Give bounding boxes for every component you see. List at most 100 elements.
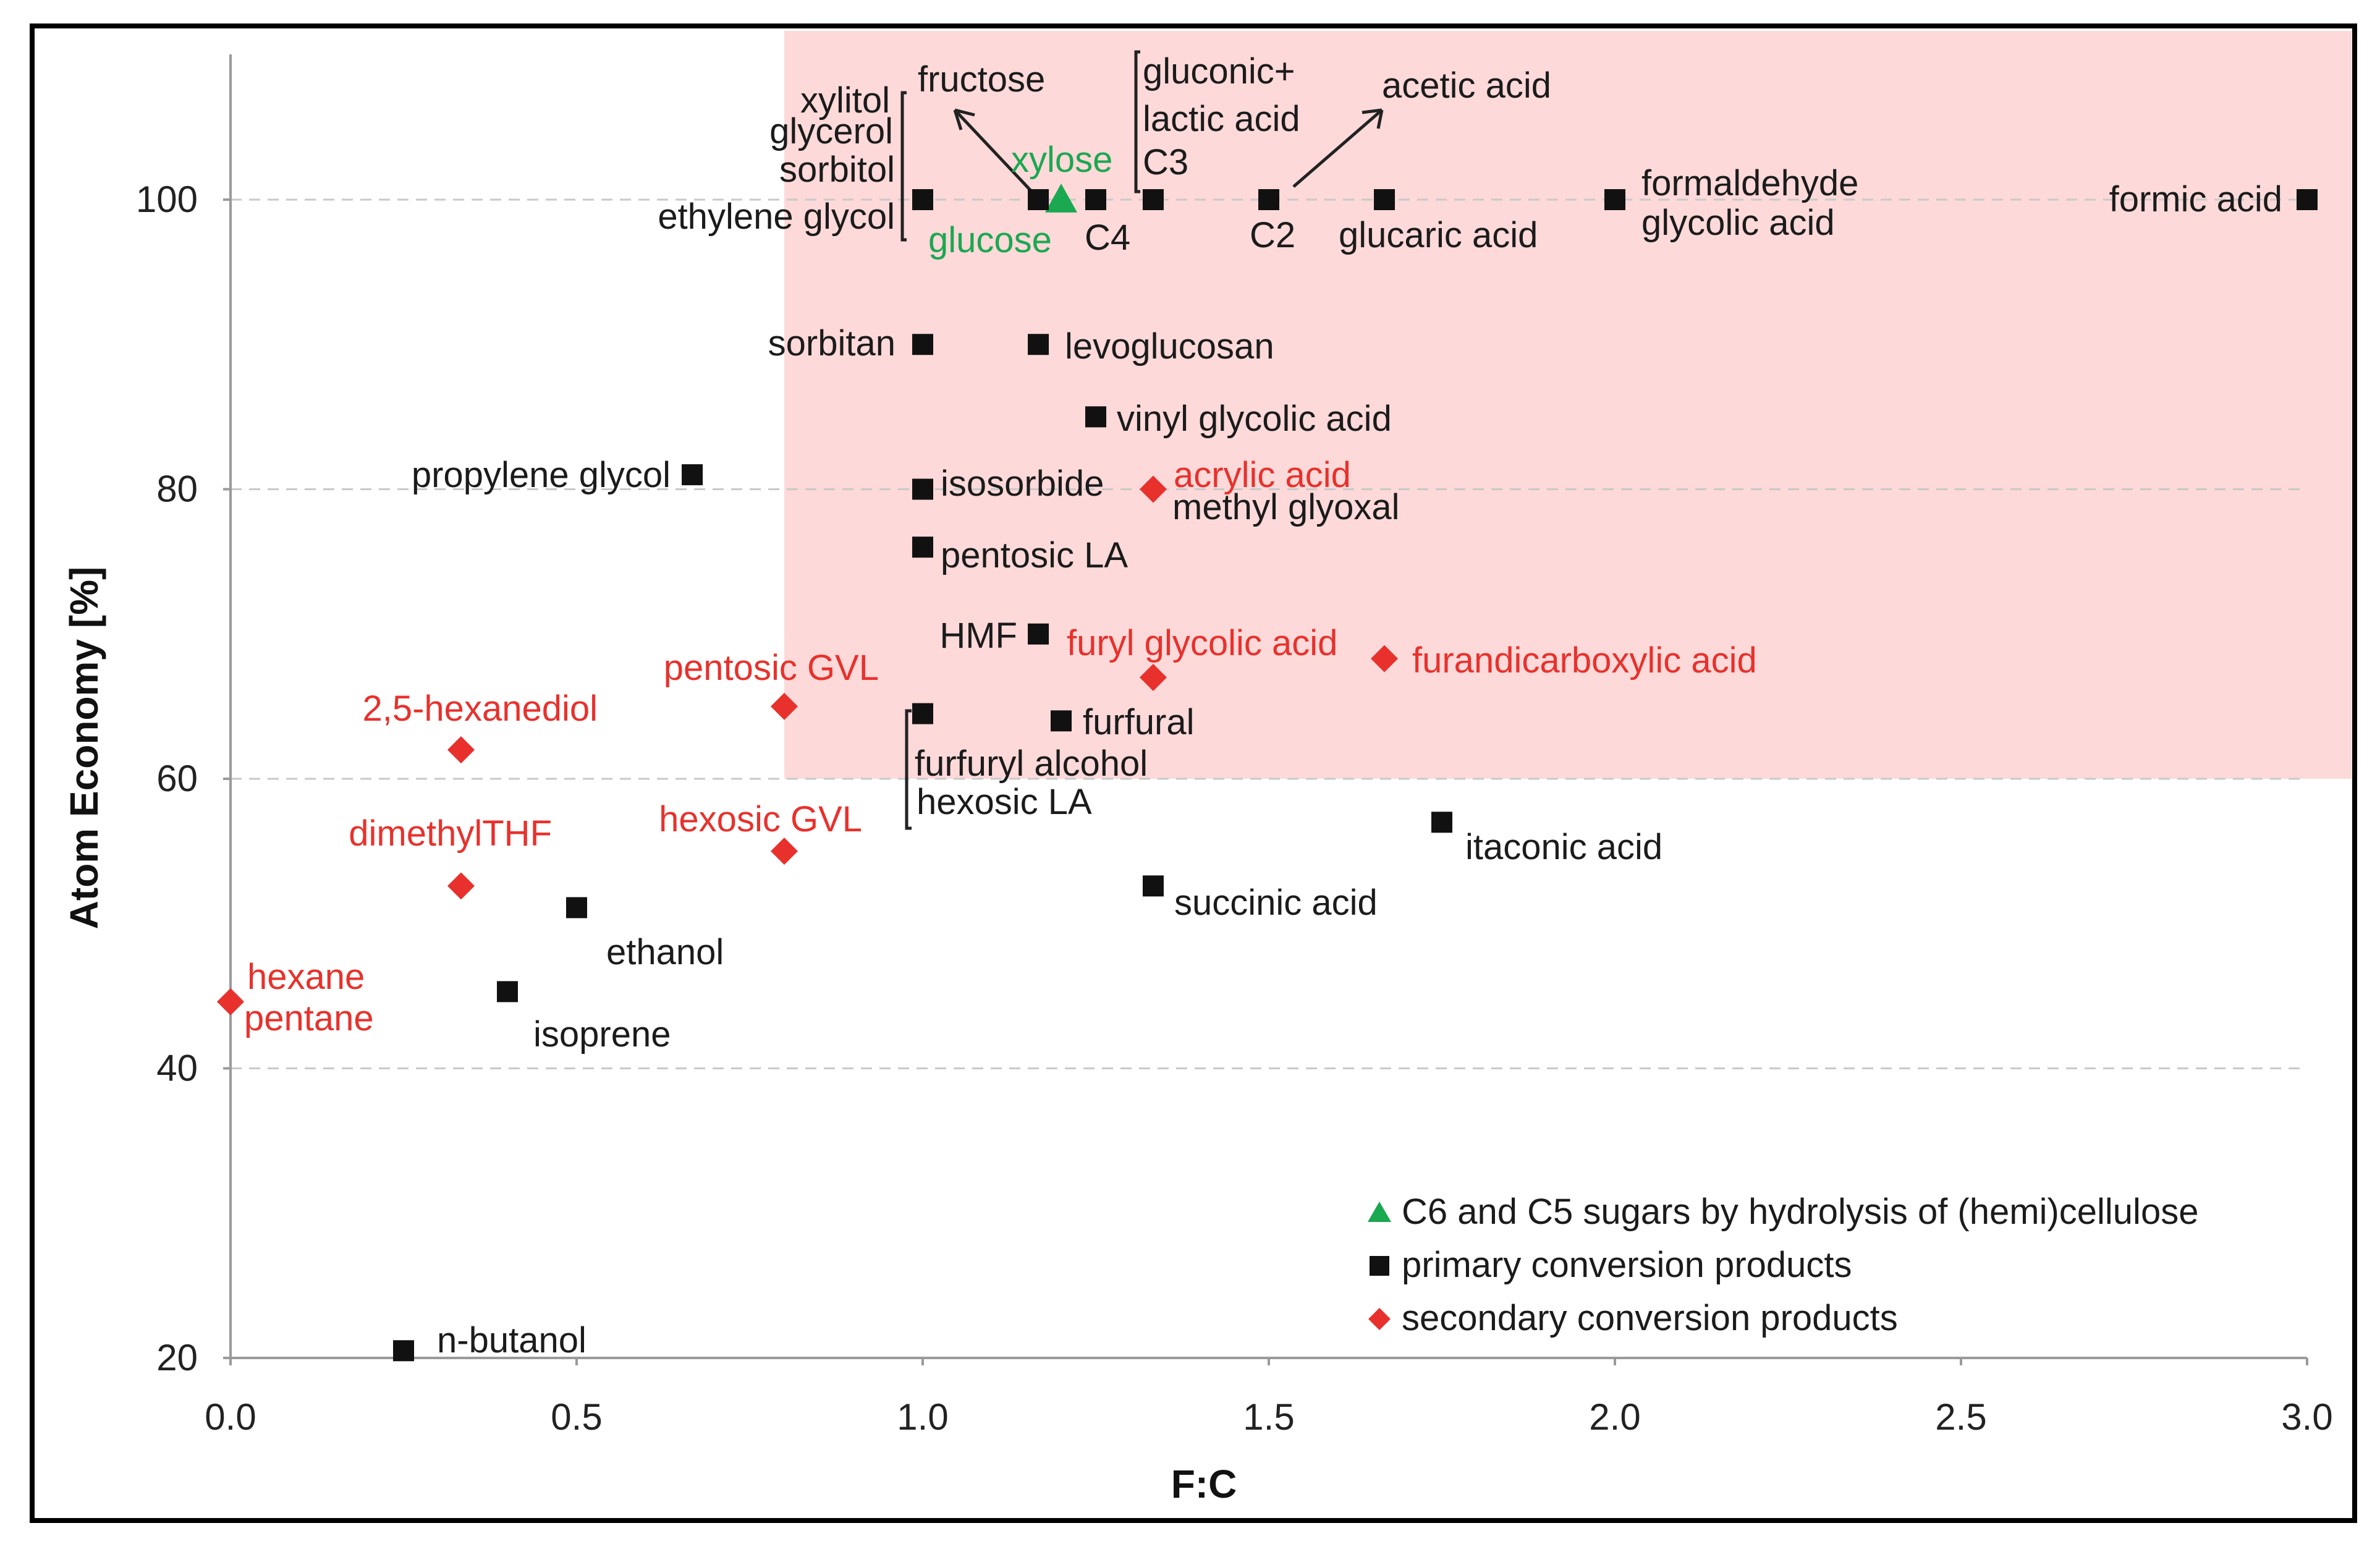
- label-propylene-glycol: propylene glycol: [412, 455, 671, 495]
- legend-entry-triangle: C6 and C5 sugars by hydrolysis of (hemi)…: [1402, 1192, 2198, 1232]
- x-axis-title: F:C: [1171, 1462, 1237, 1506]
- x-tick-label: 2.0: [1589, 1396, 1640, 1438]
- x-tick-label: 3.0: [2281, 1396, 2332, 1438]
- connector-line: [1362, 108, 1384, 129]
- x-tick-label: 0.0: [205, 1396, 256, 1438]
- label-methyl-glyoxal: methyl glyoxal: [1172, 487, 1399, 527]
- secondary-product-point: [1371, 645, 1399, 672]
- label-c2: C2: [1250, 215, 1295, 255]
- legend-marker-primary: [1370, 1256, 1389, 1276]
- primary-product-point: [1028, 623, 1049, 645]
- primary-product-point: [912, 703, 933, 724]
- legend-entry-diamond: secondary conversion products: [1402, 1298, 1898, 1338]
- label-furfural: furfural: [1083, 702, 1195, 742]
- secondary-product-point: [217, 988, 244, 1016]
- label-furandicarboxylic-acid: furandicarboxylic acid: [1412, 640, 1757, 681]
- primary-product-point: [682, 464, 703, 486]
- primary-product-point: [566, 897, 587, 918]
- label-lactic-acid: lactic acid: [1143, 99, 1300, 139]
- label-xylitol: xylitol: [800, 80, 890, 121]
- label-dimethylthf: dimethylTHF: [349, 813, 552, 854]
- y-tick-label: 100: [136, 179, 198, 220]
- legend-marker-sugars: [1368, 1202, 1391, 1222]
- connector-line: [900, 91, 907, 242]
- secondary-product-point: [1139, 475, 1167, 503]
- connector-line: [1134, 50, 1140, 193]
- label-furyl-glycolic-acid: furyl glycolic acid: [1067, 623, 1337, 663]
- primary-product-point: [1142, 875, 1164, 897]
- label-hexane: hexane: [247, 957, 365, 997]
- x-tick-label: 1.0: [897, 1396, 948, 1438]
- label-c4: C4: [1085, 218, 1130, 258]
- label-glucose: glucose: [928, 220, 1052, 260]
- label-n-butanol: n-butanol: [437, 1320, 587, 1360]
- label-furfuryl-alcohol: furfuryl alcohol: [915, 744, 1148, 784]
- label-glycerol: glycerol: [769, 111, 893, 151]
- label-sorbitan: sorbitan: [768, 323, 896, 363]
- label-pentosic-la: pentosic LA: [941, 535, 1128, 575]
- primary-product-point: [1028, 189, 1049, 210]
- secondary-product-point: [1139, 664, 1167, 692]
- primary-product-point: [1085, 406, 1106, 428]
- label-formic-acid: formic acid: [2109, 179, 2282, 219]
- label-glucaric-acid: glucaric acid: [1339, 215, 1538, 255]
- connector-line: [953, 108, 975, 130]
- legend-entry-square: primary conversion products: [1402, 1245, 1852, 1285]
- label-ethylene-glycol: ethylene glycol: [658, 197, 895, 237]
- label-succinic-acid: succinic acid: [1174, 883, 1378, 923]
- primary-product-point: [1051, 710, 1072, 732]
- connector-line: [905, 709, 912, 830]
- secondary-product-point: [447, 872, 475, 900]
- secondary-product-point: [771, 838, 798, 865]
- label-hexosic-la: hexosic LA: [917, 782, 1092, 822]
- primary-product-point: [1142, 189, 1164, 210]
- secondary-product-point: [771, 692, 798, 720]
- connector-line: [954, 109, 1038, 198]
- primary-product-point: [1374, 189, 1395, 210]
- label-levoglucosan: levoglucosan: [1065, 326, 1274, 367]
- label-acrylic-acid: acrylic acid: [1174, 455, 1351, 495]
- primary-product-point: [1604, 189, 1625, 210]
- x-tick-label: 1.5: [1243, 1396, 1294, 1438]
- label-gluconic: gluconic+: [1143, 51, 1295, 91]
- label-c3: C3: [1143, 142, 1188, 182]
- label-fructose: fructose: [918, 59, 1045, 100]
- primary-product-point: [1028, 334, 1049, 355]
- chart-frame: [30, 23, 2357, 1523]
- label-ethanol: ethanol: [606, 932, 724, 972]
- label-itaconic-acid: itaconic acid: [1465, 827, 1662, 867]
- label-vinyl-glycolic-acid: vinyl glycolic acid: [1117, 399, 1392, 439]
- connector-line: [1292, 109, 1383, 188]
- x-tick-label: 0.5: [551, 1396, 602, 1438]
- primary-product-point: [1431, 812, 1452, 833]
- label-formaldehyde: formaldehyde: [1641, 163, 1858, 203]
- primary-product-point: [912, 189, 933, 210]
- label-glycolic-acid: glycolic acid: [1641, 203, 1835, 243]
- x-tick-label: 2.5: [1935, 1396, 1986, 1438]
- label-pentane: pentane: [244, 998, 374, 1038]
- primary-product-point: [497, 981, 518, 1003]
- label-isosorbide: isosorbide: [941, 464, 1104, 504]
- label-pentosic-gvl: pentosic GVL: [664, 648, 879, 688]
- primary-product-point: [2297, 189, 2318, 210]
- primary-product-point: [912, 537, 933, 558]
- primary-product-point: [1085, 189, 1106, 210]
- y-tick-label: 60: [156, 758, 198, 799]
- label-sorbitol: sorbitol: [779, 150, 895, 190]
- primary-product-point: [912, 478, 933, 500]
- primary-product-point: [912, 334, 933, 355]
- y-axis-title: Atom Economy [%]: [62, 567, 106, 930]
- y-tick-label: 80: [156, 469, 198, 510]
- label-acetic-acid: acetic acid: [1382, 66, 1551, 106]
- primary-product-point: [393, 1340, 414, 1362]
- label-2-5-hexanediol: 2,5-hexanediol: [362, 689, 598, 729]
- legend-marker-secondary: [1368, 1308, 1391, 1330]
- label-isoprene: isoprene: [533, 1014, 671, 1054]
- sugar-point: [1045, 184, 1077, 213]
- secondary-product-point: [447, 736, 475, 764]
- primary-product-point: [1258, 189, 1279, 210]
- label-xylose: xylose: [1011, 140, 1112, 180]
- y-tick-label: 40: [156, 1048, 198, 1089]
